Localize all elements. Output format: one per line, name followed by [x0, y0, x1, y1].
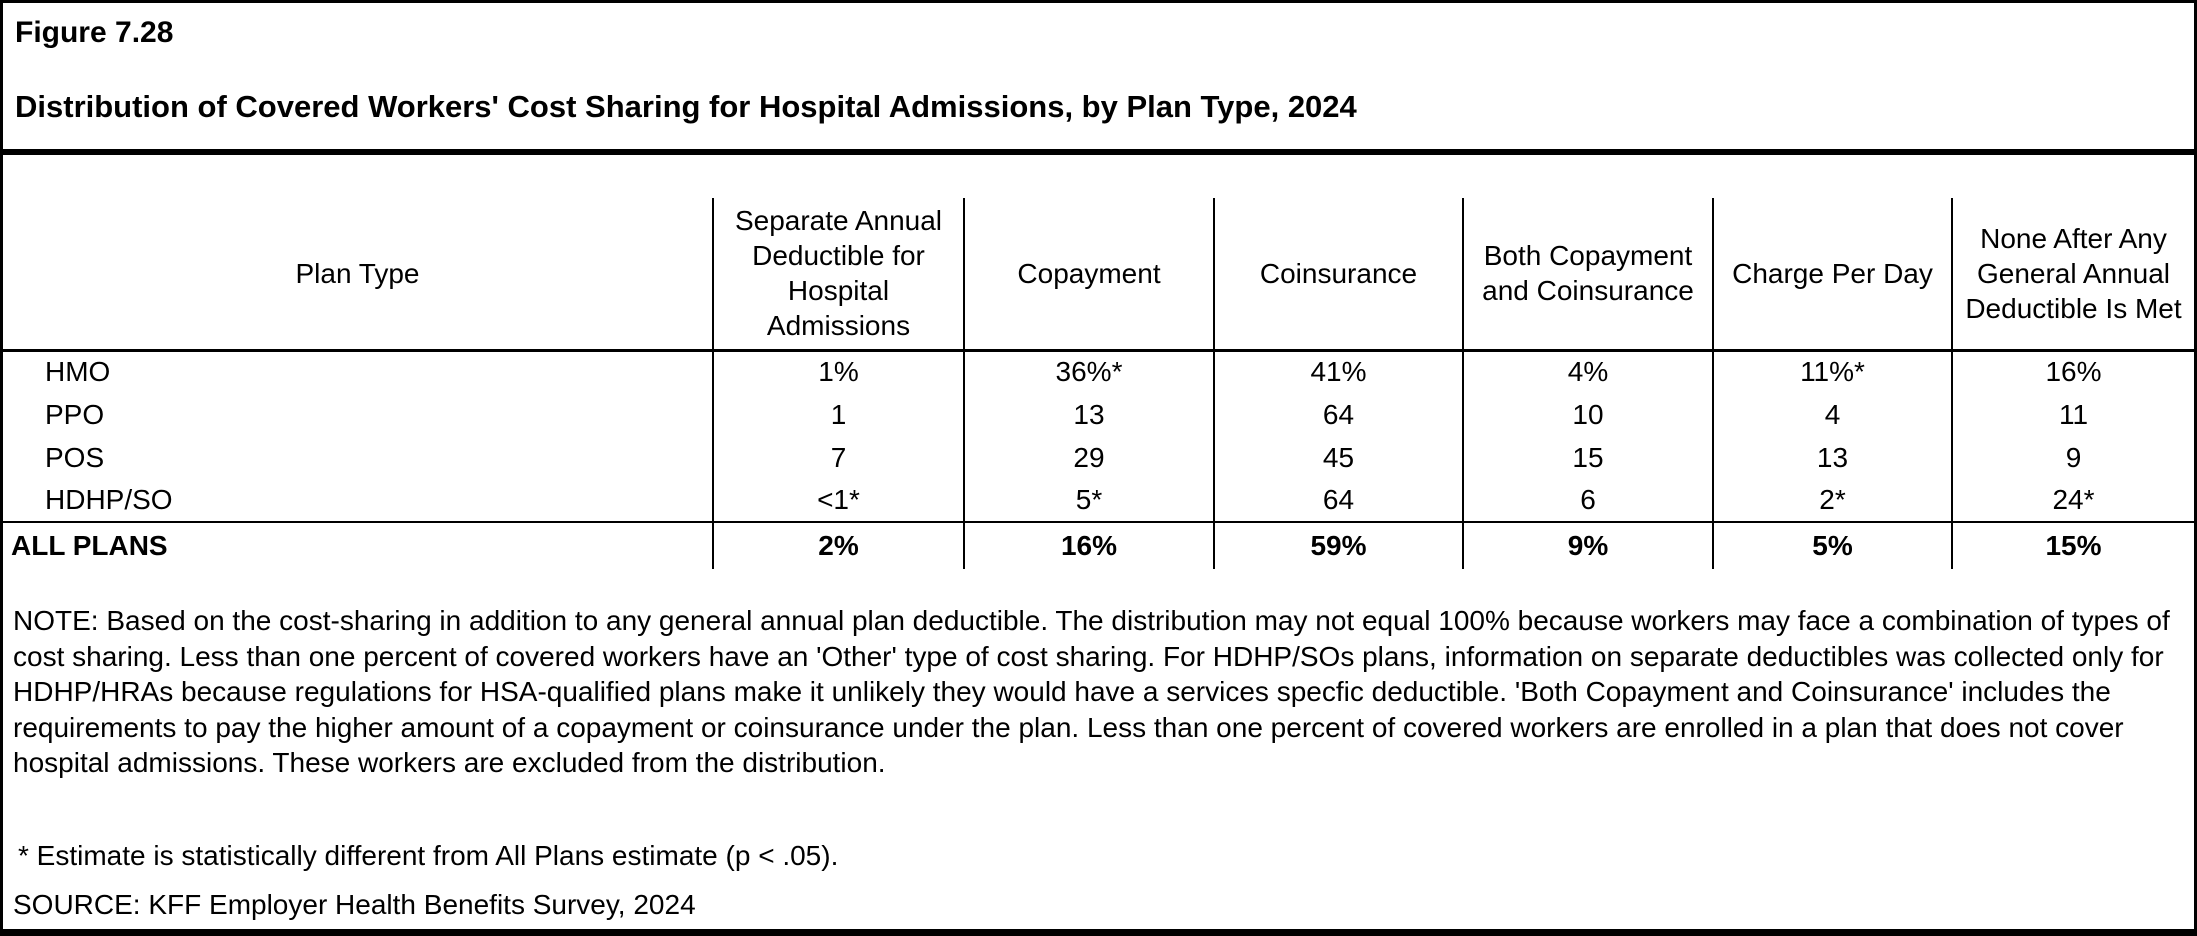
cell-value: 13: [1712, 436, 1952, 479]
cell-value: 2*: [1712, 479, 1952, 522]
cell-value: 29: [963, 436, 1214, 479]
cell-value: 7: [712, 436, 964, 479]
header-copayment: Copayment: [963, 198, 1214, 352]
header-charge-per-day: Charge Per Day: [1712, 198, 1952, 352]
cell-value: 6: [1462, 479, 1713, 522]
table-row-hdhpso: HDHP/SO <1* 5* 64 6 2* 24*: [3, 479, 2194, 522]
header-coinsurance: Coinsurance: [1213, 198, 1463, 352]
note-text: NOTE: Based on the cost-sharing in addit…: [13, 605, 2170, 778]
cell-value: 5%: [1712, 521, 1952, 569]
cell-value: 4%: [1462, 350, 1713, 393]
cell-value: 64: [1213, 393, 1463, 436]
row-label-all-plans: ALL PLANS: [3, 521, 713, 569]
cell-value: 4: [1712, 393, 1952, 436]
header-both-copayment-coinsurance: Both Copayment and Coinsurance: [1462, 198, 1713, 352]
cost-sharing-table: Plan Type Separate Annual Deductible for…: [3, 198, 2194, 569]
cell-value: 11: [1951, 393, 2194, 436]
cell-value: 41%: [1213, 350, 1463, 393]
cell-value: 45: [1213, 436, 1463, 479]
table-row-hmo: HMO 1% 36%* 41% 4% 11%* 16%: [3, 350, 2194, 393]
cell-value: 13: [963, 393, 1214, 436]
row-label-hdhpso: HDHP/SO: [45, 484, 173, 515]
table-row-all-plans: ALL PLANS 2% 16% 59% 9% 5% 15%: [3, 521, 2194, 569]
cell-value: 10: [1462, 393, 1713, 436]
cell-value: 1%: [712, 350, 964, 393]
figure-title: Distribution of Covered Workers' Cost Sh…: [15, 89, 1357, 124]
cell-value: 15%: [1951, 521, 2194, 569]
footnote-text: * Estimate is statistically different fr…: [18, 839, 839, 871]
row-label-ppo: PPO: [45, 398, 105, 430]
header-none-after-deductible: None After Any General Annual Deductible…: [1951, 198, 2194, 352]
cell-value: 11%*: [1712, 350, 1952, 393]
cell-value: 5*: [963, 479, 1214, 522]
cell-value: 16%: [963, 521, 1214, 569]
row-label-pos: POS: [45, 441, 105, 473]
cell-value: 1: [712, 393, 964, 436]
header-separate-deductible: Separate Annual Deductible for Hospital …: [712, 198, 964, 352]
table-header-row: Plan Type Separate Annual Deductible for…: [3, 198, 2194, 352]
row-label-hmo: HMO: [45, 356, 111, 388]
source-text: SOURCE: KFF Employer Health Benefits Sur…: [13, 888, 696, 920]
title-block: Figure 7.28 Distribution of Covered Work…: [3, 3, 2194, 155]
cell-value: 36%*: [963, 350, 1214, 393]
cell-value: 24*: [1951, 479, 2194, 522]
cell-value: 64: [1213, 479, 1463, 522]
cell-value: 9%: [1462, 521, 1713, 569]
table-row-pos: POS 7 29 45 15 13 9: [3, 436, 2194, 479]
cell-value: 15: [1462, 436, 1713, 479]
header-plan-type: Plan Type: [3, 198, 713, 352]
cell-value: 16%: [1951, 350, 2194, 393]
cell-value: 2%: [712, 521, 964, 569]
cell-value: 9: [1951, 436, 2194, 479]
figure-number: Figure 7.28: [15, 16, 174, 49]
cell-value: <1*: [712, 479, 964, 522]
cell-value: 59%: [1213, 521, 1463, 569]
table-row-ppo: PPO 1 13 64 10 4 11: [3, 393, 2194, 436]
